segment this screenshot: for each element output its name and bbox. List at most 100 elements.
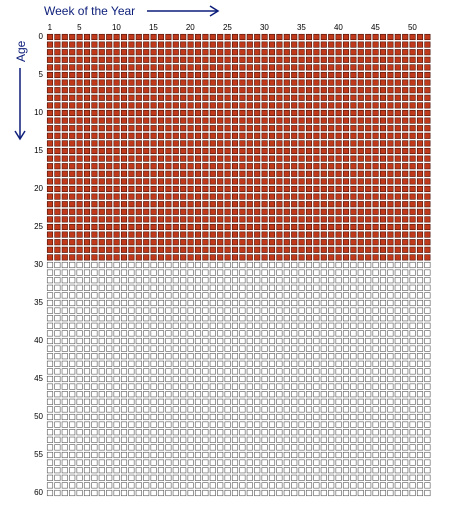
lived-week-cell [157, 208, 165, 215]
remaining-week-cell [135, 467, 142, 474]
lived-week-cell [328, 94, 335, 101]
lived-week-cell [335, 79, 342, 86]
remaining-week-cell [394, 307, 401, 314]
remaining-week-cell [165, 413, 172, 421]
remaining-week-cell [424, 383, 431, 390]
remaining-week-cell [261, 489, 268, 497]
remaining-week-cell [217, 391, 224, 398]
lived-week-cell [231, 231, 239, 238]
remaining-week-cell [328, 269, 335, 276]
lived-week-cell [202, 239, 209, 246]
lived-week-cell [143, 170, 150, 177]
lived-week-cell [113, 254, 120, 261]
lived-week-cell [387, 102, 394, 109]
remaining-week-cell [357, 269, 364, 276]
lived-week-cell [224, 223, 231, 231]
lived-week-cell [246, 193, 253, 200]
remaining-week-cell [276, 299, 283, 307]
lived-week-cell [239, 49, 246, 56]
lived-week-cell [365, 49, 372, 56]
remaining-week-cell [394, 398, 401, 405]
lived-week-cell [357, 178, 364, 185]
remaining-week-cell [120, 398, 128, 405]
remaining-week-cell [120, 322, 128, 329]
remaining-week-cell [350, 368, 357, 375]
lived-week-cell [291, 216, 298, 223]
lived-week-cell [113, 41, 120, 48]
lived-week-cell [224, 109, 231, 117]
lived-week-cell [143, 163, 150, 170]
remaining-week-cell [98, 383, 105, 390]
remaining-week-cell [313, 391, 320, 398]
remaining-week-cell [394, 345, 401, 352]
remaining-week-cell [387, 474, 394, 481]
remaining-week-cell [365, 261, 372, 269]
remaining-week-cell [217, 330, 224, 337]
remaining-week-cell [209, 467, 216, 474]
lived-week-cell [202, 125, 209, 132]
remaining-week-cell [194, 375, 202, 383]
remaining-week-cell [113, 444, 120, 451]
remaining-week-cell [202, 307, 209, 314]
lived-week-cell [209, 170, 216, 177]
lived-week-cell [91, 239, 98, 246]
lived-week-cell [342, 125, 350, 132]
remaining-week-cell [372, 444, 379, 451]
remaining-week-cell [424, 482, 431, 489]
lived-week-cell [387, 216, 394, 223]
remaining-week-cell [69, 444, 76, 451]
remaining-week-cell [46, 467, 54, 474]
remaining-week-cell [357, 421, 364, 428]
remaining-week-cell [209, 322, 216, 329]
remaining-week-cell [246, 421, 253, 428]
remaining-week-cell [416, 360, 424, 367]
lived-week-cell [372, 178, 379, 185]
remaining-week-cell [246, 307, 253, 314]
remaining-week-cell [342, 375, 350, 383]
lived-week-cell [113, 246, 120, 253]
lived-week-cell [54, 193, 61, 200]
remaining-week-cell [69, 322, 76, 329]
remaining-week-cell [187, 353, 194, 360]
lived-week-cell [83, 140, 91, 147]
remaining-week-cell [76, 337, 83, 345]
lived-week-cell [143, 33, 150, 41]
remaining-week-cell [424, 299, 431, 307]
lived-week-cell [409, 246, 416, 253]
lived-week-cell [261, 239, 268, 246]
lived-week-cell [416, 117, 424, 124]
week-tick-label: 45 [371, 23, 380, 32]
remaining-week-cell [320, 299, 327, 307]
lived-week-cell [254, 49, 261, 56]
lived-week-cell [165, 231, 172, 238]
remaining-week-cell [313, 353, 320, 360]
remaining-week-cell [143, 284, 150, 291]
remaining-week-cell [291, 360, 298, 367]
lived-week-cell [357, 163, 364, 170]
remaining-week-cell [335, 391, 342, 398]
remaining-week-cell [328, 307, 335, 314]
remaining-week-cell [172, 413, 179, 421]
remaining-week-cell [402, 489, 409, 497]
lived-week-cell [268, 56, 276, 63]
remaining-week-cell [268, 261, 276, 269]
lived-week-cell [365, 246, 372, 253]
remaining-week-cell [172, 474, 179, 481]
remaining-week-cell [143, 353, 150, 360]
remaining-week-cell [372, 459, 379, 466]
remaining-week-cell [283, 337, 290, 345]
lived-week-cell [416, 246, 424, 253]
lived-week-cell [357, 94, 364, 101]
remaining-week-cell [416, 299, 424, 307]
lived-week-cell [239, 117, 246, 124]
remaining-week-cell [342, 459, 350, 466]
remaining-week-cell [298, 337, 305, 345]
remaining-week-cell [135, 337, 142, 345]
remaining-week-cell [424, 277, 431, 284]
lived-week-cell [416, 71, 424, 79]
remaining-week-cell [231, 330, 239, 337]
lived-week-cell [424, 201, 431, 208]
remaining-week-cell [69, 436, 76, 443]
lived-week-cell [61, 193, 68, 200]
remaining-week-cell [328, 474, 335, 481]
